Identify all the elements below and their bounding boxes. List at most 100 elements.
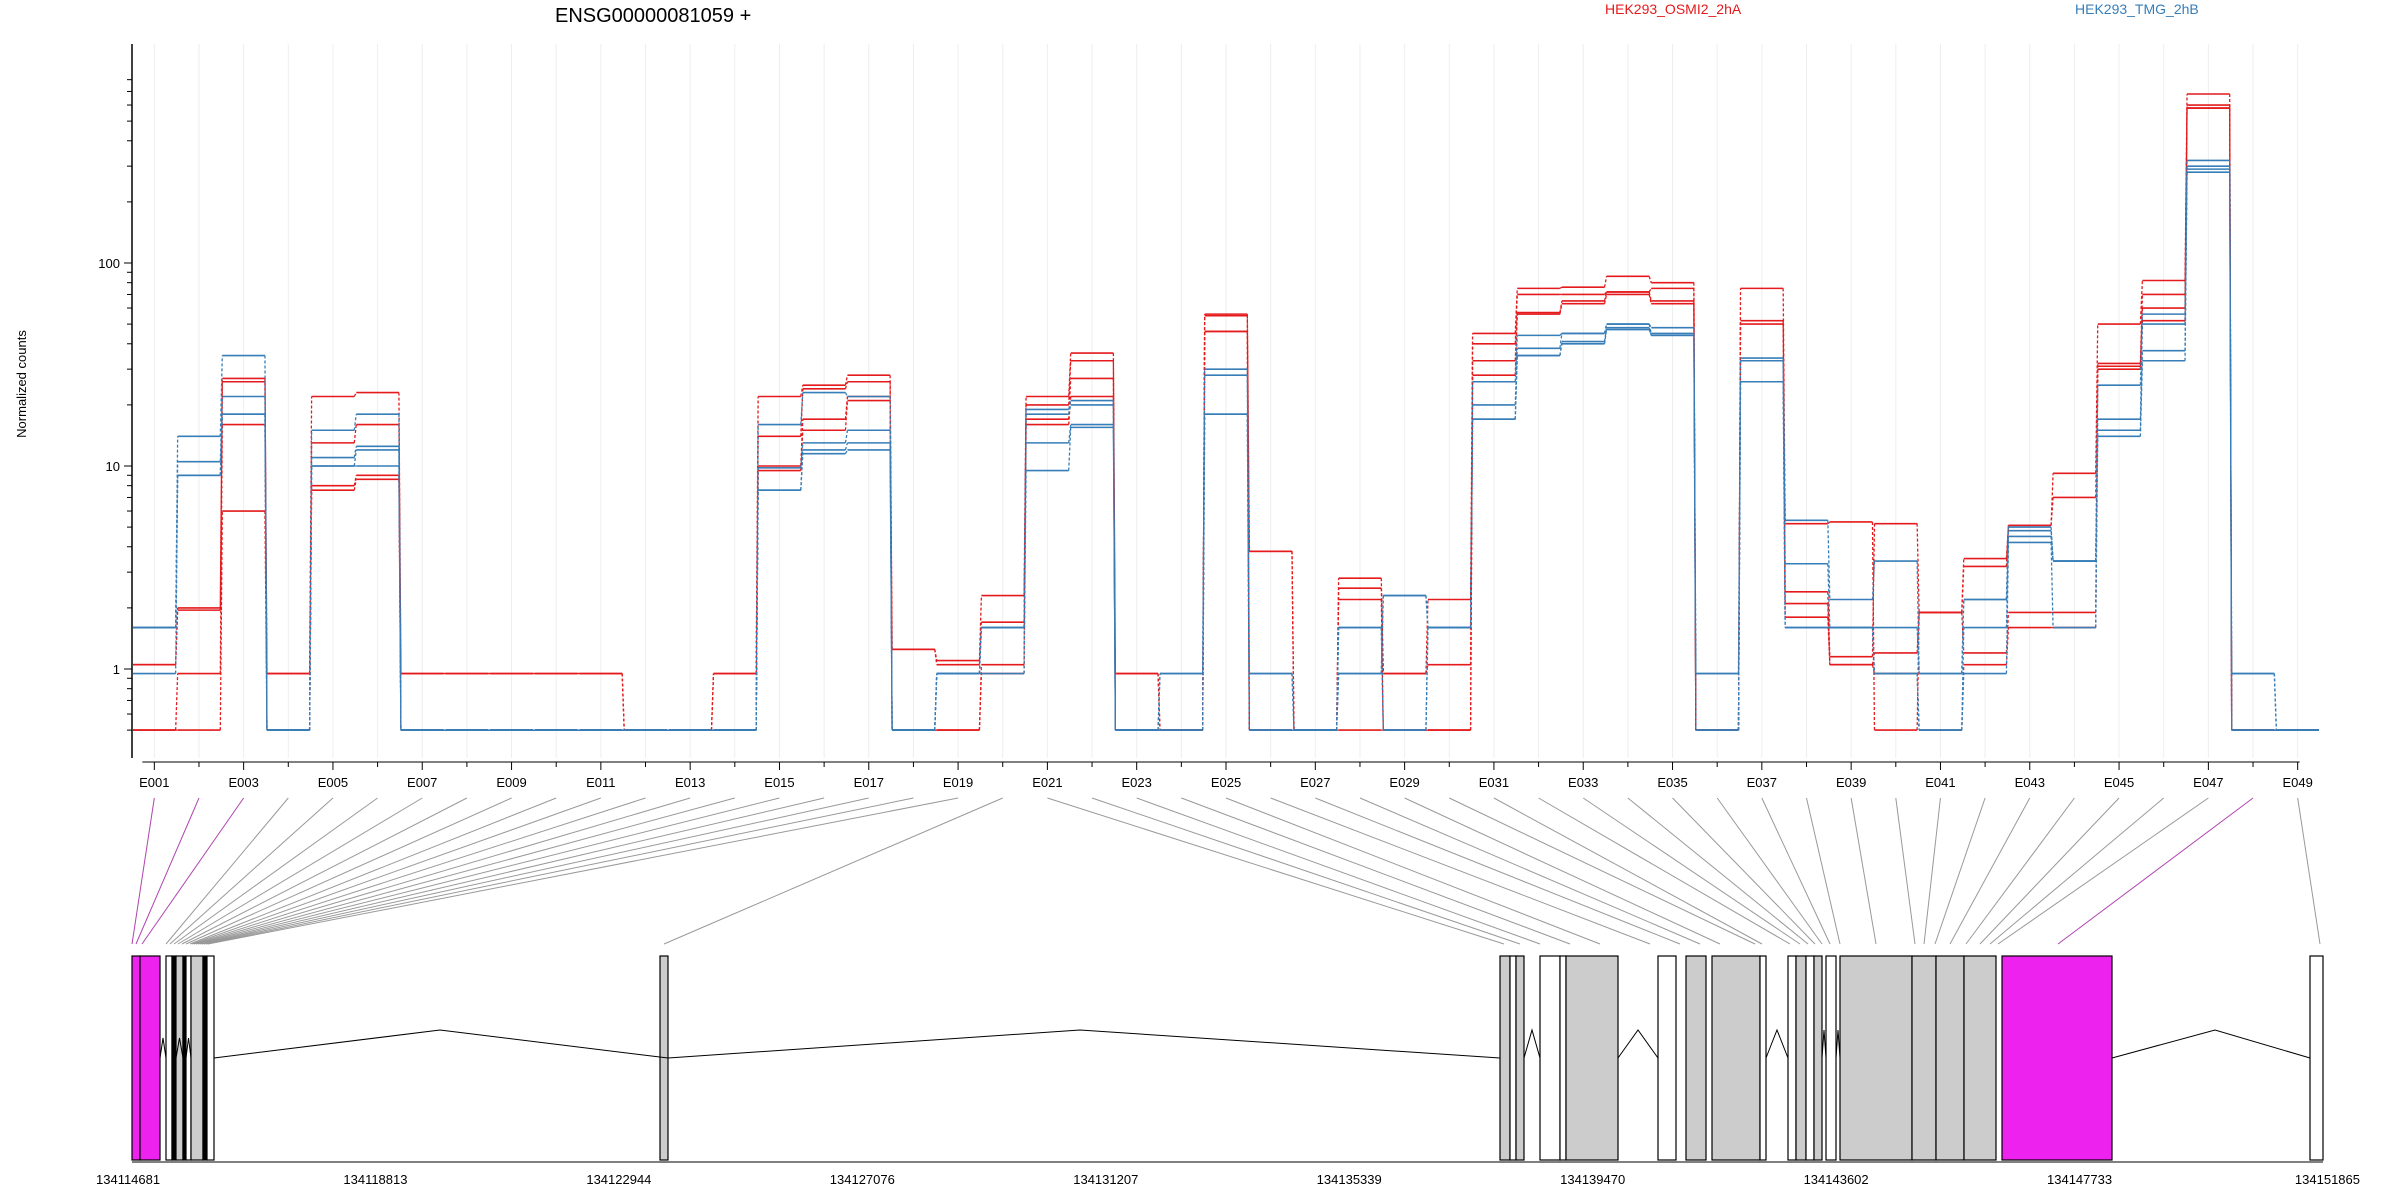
exon-box [165,955,173,1161]
exon-box [139,955,161,1161]
exon-box [1685,955,1707,1161]
exon-box [202,955,208,1161]
exon-connector [1672,797,1816,945]
exon-connector [1997,797,2209,945]
exon-connector [141,797,245,945]
exon-connector [1270,797,1651,945]
exon-connector [199,797,780,945]
intron-line [1835,1029,1841,1059]
exon-connector [201,797,825,945]
series-connector [175,172,2277,731]
coord-tick-label: 134114681 [96,1172,160,1187]
exon-connector [1404,797,1721,945]
exon-connector [1965,797,2075,945]
x-tick-label: E035 [1657,775,1687,790]
x-tick-label: E023 [1122,775,1152,790]
y-tick-label: 1 [113,662,120,677]
exon-connector [1627,797,1809,945]
exon-connector [2297,797,2321,945]
intron-line [159,1037,167,1059]
genomic-coordinate-axis: 134114681 134118813 134122944 134127076 1341… [96,1161,2360,1187]
exon-box [1509,955,1517,1161]
exon-box [1963,955,1997,1161]
exon-connector [1850,797,1877,945]
x-axis: E001 E003 E005 E007 E009 E011 E013 E015 E017 E019… [139,761,2313,790]
x-tick-label: E045 [2104,775,2134,790]
legend-label-osmi2: HEK293_OSMI2_2hA [1605,1,1742,17]
x-tick-label: E009 [496,775,526,790]
x-tick-label: E003 [228,775,258,790]
exon-connector [135,797,200,945]
exon-box [1499,955,1511,1161]
x-tick-label: E033 [1568,775,1598,790]
exon-connector [165,797,289,945]
x-tick-label: E039 [1836,775,1866,790]
series-lines [133,93,2319,731]
x-tick-label: E037 [1747,775,1777,790]
exon-connector [193,797,646,945]
exon-connector [2057,797,2254,945]
exon-connector [189,797,557,945]
exon-box [1813,955,1823,1161]
exon-connector [1225,797,1601,945]
exon-box [185,955,192,1161]
intron-line [213,1029,669,1059]
gene-model [131,955,2324,1161]
exon-box [171,955,177,1161]
exon-box [1839,955,1913,1161]
exon-connector [1538,797,1791,945]
coord-tick-label: 134127076 [830,1172,895,1187]
exon-box [1759,955,1767,1161]
x-tick-label: E005 [318,775,348,790]
exon-box [206,955,215,1161]
exon-connector [1359,797,1701,945]
exon-connector [181,797,468,945]
intron-line [185,1037,192,1059]
exon-connector [1582,797,1801,945]
exon-connector [1949,797,2031,945]
coord-tick-label: 134122944 [586,1172,651,1187]
exon-box [1825,955,1837,1161]
coord-tick-label: 134147733 [2047,1172,2112,1187]
exon-box [1565,955,1619,1161]
exon-box [1805,955,1815,1161]
exon-connector [1315,797,1681,945]
exon-connector [1449,797,1756,945]
exon-connector [177,797,423,945]
x-tick-label: E029 [1389,775,1419,790]
x-tick-label: E025 [1211,775,1241,790]
exon-box [1559,955,1567,1161]
series-tmg-7 [133,171,2319,731]
exon-connector [191,797,602,945]
y-axis-label: Normalized counts [14,330,29,438]
exon-box [1539,955,1561,1161]
x-tick-label: E047 [2193,775,2223,790]
coord-tick-label: 134143602 [1804,1172,1869,1187]
intron-line [175,1037,184,1059]
exon-connector [203,797,869,945]
exon-connector [1136,797,1541,945]
exon-connector [1716,797,1823,945]
chart-title: ENSG00000081059 + [555,5,751,27]
intron-line [2111,1029,2311,1059]
exon-connector [1934,797,1986,945]
exon-connector [207,797,959,945]
exon-connector [131,797,155,945]
x-tick-label: E017 [854,775,884,790]
coord-tick-label: 134131207 [1073,1172,1138,1187]
intron-line [667,1029,1501,1059]
coord-tick-label: 134135339 [1317,1172,1382,1187]
y-tick-label: 10 [106,459,120,474]
exon-connector [169,797,334,945]
x-tick-label: E041 [1925,775,1955,790]
x-tick-label: E013 [675,775,705,790]
intron-line [1617,1029,1659,1059]
exon-connector [1091,797,1521,945]
exon-connector [173,797,378,945]
exon-box [2001,955,2113,1161]
exon-box [1935,955,1965,1161]
intron-line [1821,1029,1827,1059]
x-tick-label: E001 [139,775,169,790]
y-axis: 1 10 100 [98,44,133,758]
